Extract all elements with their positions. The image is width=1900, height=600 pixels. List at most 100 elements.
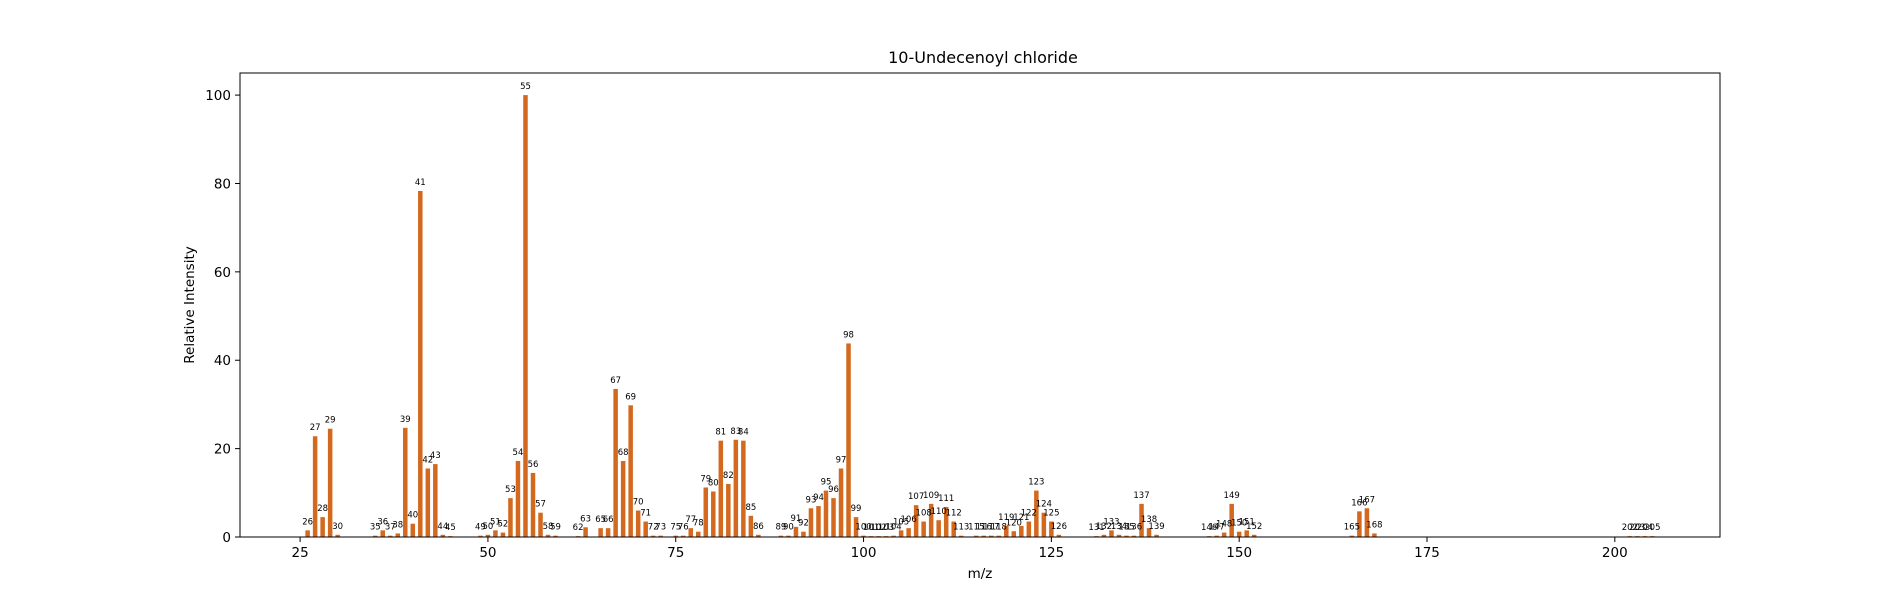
bar-mz-119 — [1004, 525, 1009, 537]
bar-mz-136 — [1131, 535, 1137, 537]
bar-mz-151 — [1244, 530, 1249, 537]
bar-mz-55 — [523, 95, 528, 537]
bar-label-mz-58: 58 — [543, 522, 554, 532]
bar-label-mz-75: 75 — [670, 523, 681, 533]
bar-mz-82 — [726, 483, 731, 537]
bar-mz-36 — [380, 530, 385, 537]
bar-mz-106 — [906, 528, 911, 537]
bar-label-mz-66: 66 — [603, 515, 614, 525]
bar-mz-126 — [1056, 534, 1062, 537]
bar-label-mz-111: 111 — [938, 494, 954, 504]
bar-label-mz-85: 85 — [745, 503, 756, 513]
bar-label-mz-55: 55 — [520, 82, 531, 92]
bar-label-mz-49: 49 — [475, 523, 486, 533]
bar-label-mz-150: 150 — [1231, 519, 1247, 529]
bar-mz-67 — [613, 388, 618, 537]
bar-label-mz-122: 122 — [1021, 509, 1037, 519]
bar-label-mz-94: 94 — [813, 493, 824, 503]
bar-label-mz-52: 52 — [498, 520, 509, 530]
bar-mz-120 — [1011, 531, 1017, 537]
x-tick-label: 150 — [1226, 545, 1252, 561]
bar-label-mz-90: 90 — [783, 523, 794, 533]
bar-label-mz-45: 45 — [445, 523, 456, 533]
bar-mz-65 — [598, 528, 603, 537]
y-tick-label: 20 — [214, 442, 231, 458]
bar-label-mz-35: 35 — [370, 523, 381, 533]
bar-label-mz-92: 92 — [798, 519, 809, 529]
bar-mz-41 — [418, 190, 423, 537]
bar-label-mz-103: 103 — [878, 523, 894, 533]
bar-label-mz-59: 59 — [550, 523, 561, 533]
bar-label-mz-99: 99 — [851, 504, 862, 514]
bar-mz-93 — [808, 508, 814, 537]
bar-label-mz-118: 118 — [991, 523, 1007, 533]
bar-label-mz-117: 117 — [983, 523, 999, 533]
bar-label-mz-65: 65 — [595, 515, 606, 525]
bar-label-mz-110: 110 — [931, 507, 947, 517]
bar-mz-63 — [583, 527, 588, 537]
bar-mz-112 — [951, 521, 956, 537]
bar-mz-83 — [733, 439, 739, 537]
bar-mz-43 — [433, 464, 438, 537]
bar-mz-104 — [891, 535, 896, 537]
bar-mz-57 — [538, 512, 543, 537]
bar-mz-113 — [958, 535, 964, 537]
bar-label-mz-82: 82 — [723, 471, 734, 481]
bar-mz-26 — [305, 530, 310, 537]
bar-mz-111 — [943, 506, 949, 537]
y-tick-label: 0 — [222, 530, 231, 546]
bar-mz-78 — [696, 531, 701, 537]
bar-label-mz-135: 135 — [1118, 523, 1134, 533]
bar-label-mz-63: 63 — [580, 514, 591, 524]
bar-label-mz-62: 62 — [573, 523, 584, 533]
bar-label-mz-123: 123 — [1028, 478, 1044, 488]
bar-mz-116 — [981, 535, 987, 537]
bar-mz-90 — [786, 535, 791, 537]
y-tick-label: 40 — [214, 353, 231, 369]
bar-mz-115 — [973, 535, 979, 537]
bar-label-mz-149: 149 — [1224, 491, 1240, 501]
bar-label-mz-50: 50 — [483, 522, 494, 532]
bar-mz-39 — [403, 427, 408, 537]
bar-mz-167 — [1364, 508, 1370, 537]
bar-label-mz-77: 77 — [685, 515, 696, 525]
bar-label-mz-134: 134 — [1111, 522, 1127, 532]
bar-label-mz-80: 80 — [708, 478, 719, 488]
bar-label-mz-57: 57 — [535, 500, 546, 510]
bar-label-mz-72: 72 — [648, 523, 659, 533]
bar-label-mz-73: 73 — [655, 523, 666, 533]
bar-label-mz-151: 151 — [1239, 517, 1255, 527]
bar-label-mz-109: 109 — [923, 491, 939, 501]
bar-label-mz-26: 26 — [302, 517, 313, 527]
bar-mz-168 — [1372, 533, 1377, 537]
bar-mz-152 — [1251, 534, 1257, 537]
bar-mz-56 — [530, 472, 536, 537]
bar-mz-59 — [553, 535, 558, 537]
y-tick-label: 80 — [214, 176, 231, 192]
bar-mz-139 — [1154, 534, 1159, 537]
bar-label-mz-133: 133 — [1103, 517, 1119, 527]
bar-mz-50 — [485, 534, 491, 537]
bar-label-mz-70: 70 — [633, 497, 644, 507]
bar-mz-147 — [1214, 535, 1219, 537]
bar-label-mz-148: 148 — [1216, 520, 1232, 530]
bars-layer — [305, 95, 1655, 537]
bar-label-mz-115: 115 — [968, 523, 984, 533]
bar-mz-137 — [1139, 503, 1144, 537]
bar-mz-149 — [1229, 503, 1234, 537]
bar-mz-99 — [853, 517, 859, 537]
bar-mz-95 — [823, 490, 829, 537]
bar-label-mz-97: 97 — [836, 456, 847, 466]
bar-mz-138 — [1146, 528, 1152, 537]
bar-label-mz-165: 165 — [1344, 523, 1360, 533]
bar-label-mz-68: 68 — [618, 448, 629, 458]
bar-mz-54 — [515, 460, 521, 537]
bar-mz-51 — [493, 530, 498, 537]
bar-mz-80 — [711, 491, 716, 537]
bar-label-mz-138: 138 — [1141, 515, 1157, 525]
x-tick-label: 125 — [1038, 545, 1064, 561]
bar-label-mz-44: 44 — [437, 522, 448, 532]
bar-mz-107 — [913, 505, 919, 537]
plot-frame — [239, 72, 1721, 538]
